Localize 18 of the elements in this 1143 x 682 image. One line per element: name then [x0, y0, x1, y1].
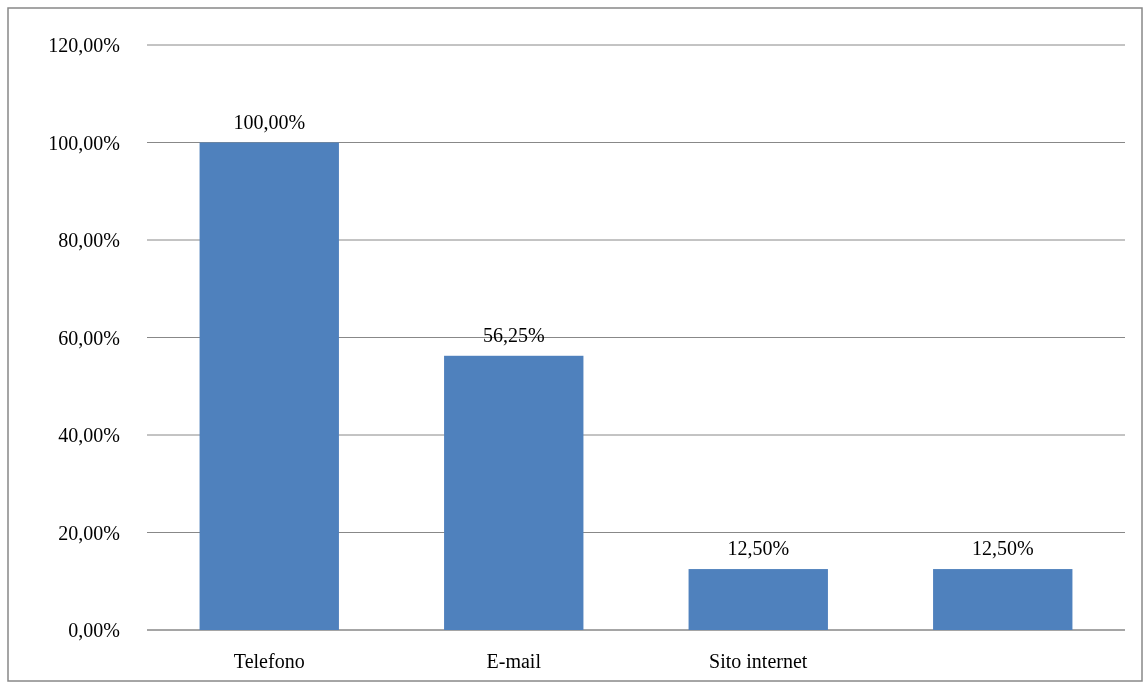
data-label: 100,00% — [233, 110, 306, 133]
bar — [688, 569, 828, 630]
y-tick-label: 60,00% — [58, 326, 120, 349]
data-label: 12,50% — [971, 537, 1034, 560]
data-label: 56,25% — [482, 323, 545, 346]
bar — [444, 355, 584, 630]
y-tick-label: 20,00% — [58, 521, 120, 544]
bar — [933, 569, 1073, 630]
x-tick-label: Sito internet — [709, 650, 808, 672]
y-tick-label: 120,00% — [48, 34, 120, 56]
x-tick-label: E-mail — [486, 650, 542, 672]
bar — [199, 142, 339, 630]
y-tick-label: 0,00% — [68, 619, 120, 641]
y-tick-label: 40,00% — [58, 424, 120, 446]
y-tick-label: 80,00% — [58, 229, 120, 251]
y-tick-label: 100,00% — [48, 131, 120, 154]
data-label: 12,50% — [727, 537, 790, 560]
x-tick-label: Telefono — [233, 650, 305, 672]
